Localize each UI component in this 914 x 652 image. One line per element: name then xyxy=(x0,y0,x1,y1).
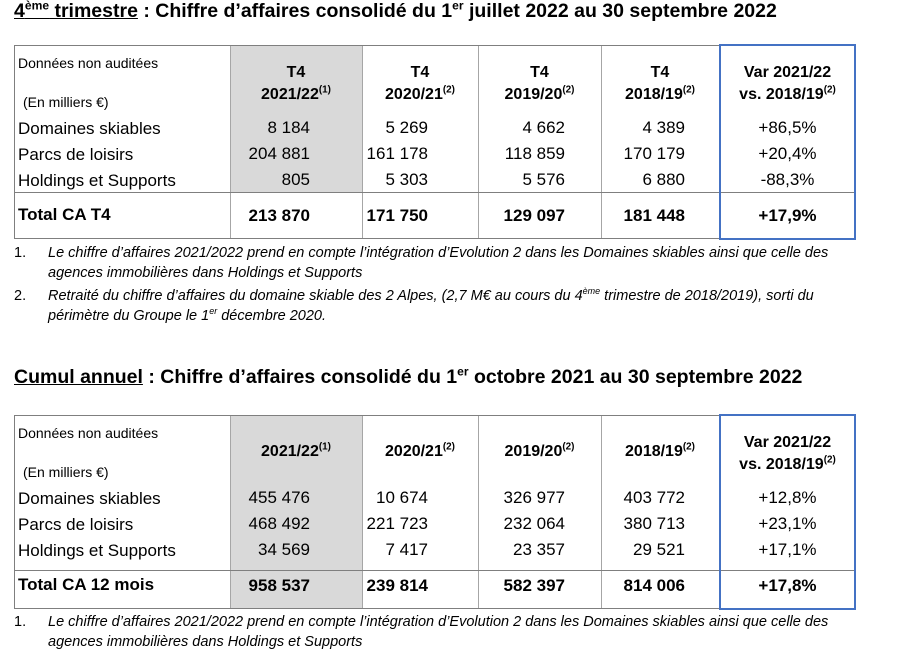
total-cell: 582 397 xyxy=(503,576,565,595)
table-cell: 204 881 xyxy=(248,144,310,163)
header-variation: Var 2021/22 vs. 2018/19(2) xyxy=(739,434,836,473)
current-year-column-shade xyxy=(230,46,362,192)
row-label-parcs-de-loisirs: Parcs de loisirs xyxy=(18,515,134,534)
table-cell: 403 772 xyxy=(623,488,685,507)
units-label: (En milliers €) xyxy=(23,94,109,110)
total-row-label: Total CA T4 xyxy=(18,205,111,224)
total-variation-cell: +17,9% xyxy=(758,206,817,225)
table-cell: 7 417 xyxy=(385,540,428,559)
table-cell: 29 521 xyxy=(633,540,685,559)
variation-cell: +17,1% xyxy=(758,540,817,559)
variation-cell: +20,4% xyxy=(758,144,817,163)
total-variation-cell: +17,8% xyxy=(758,576,817,595)
variation-cell: +12,8% xyxy=(758,488,817,507)
header-2018-19: 2018/19(2) xyxy=(625,441,695,460)
header-t4-2021-22: T4 2021/22(1) xyxy=(261,64,331,103)
unaudited-label: Données non auditées xyxy=(18,55,159,71)
table-cell: 5 303 xyxy=(385,170,428,189)
header-2020-21: 2020/21(2) xyxy=(385,441,455,460)
row-label-holdings-et-supports: Holdings et Supports xyxy=(18,171,176,190)
annual-revenue-table: Données non auditées (En milliers €) 202… xyxy=(14,414,856,610)
variation-cell: -88,3% xyxy=(760,170,815,189)
table-cell: 380 713 xyxy=(623,514,685,533)
header-t4-2019-20: T4 2019/20(2) xyxy=(504,64,575,103)
row-label-parcs-de-loisirs: Parcs de loisirs xyxy=(18,145,134,164)
table-cell: 221 723 xyxy=(366,514,428,533)
total-cell: 171 750 xyxy=(366,206,428,225)
table-cell: 455 476 xyxy=(248,488,310,507)
table-cell: 161 178 xyxy=(366,144,428,163)
table-cell: 326 977 xyxy=(503,488,565,507)
section1-title: 4ème trimestre : Chiffre d’affaires cons… xyxy=(14,0,777,22)
table-cell: 23 357 xyxy=(513,540,565,559)
footnote-annual-1: 1. Le chiffre d’affaires 2021/2022 prend… xyxy=(14,614,829,650)
table-cell: 118 859 xyxy=(504,144,565,163)
variation-column-highlight xyxy=(719,414,856,610)
variation-cell: +86,5% xyxy=(758,118,817,137)
table-cell: 5 269 xyxy=(385,118,428,137)
unaudited-label: Données non auditées xyxy=(18,425,159,441)
table-cell: 8 184 xyxy=(267,118,310,137)
header-2019-20: 2019/20(2) xyxy=(504,441,575,460)
table-cell: 10 674 xyxy=(376,488,428,507)
section2-title: Cumul annuel : Chiffre d’affaires consol… xyxy=(14,364,803,388)
total-cell: 239 814 xyxy=(366,576,428,595)
header-t4-2020-21: T4 2020/21(2) xyxy=(385,64,455,103)
table-cell: 232 064 xyxy=(503,514,565,533)
variation-column-highlight xyxy=(719,44,856,240)
table-cell: 468 492 xyxy=(248,514,310,533)
table-cell: 4 662 xyxy=(522,118,565,137)
total-cell: 129 097 xyxy=(503,206,565,225)
current-year-column-shade xyxy=(230,416,362,608)
table-cell: 5 576 xyxy=(522,170,565,189)
table-cell: 34 569 xyxy=(258,540,310,559)
header-2021-22: 2021/22(1) xyxy=(261,441,331,460)
units-label: (En milliers €) xyxy=(23,464,109,480)
variation-cell: +23,1% xyxy=(758,514,817,533)
table-cell: 805 xyxy=(281,170,310,189)
q4-revenue-table: Données non auditées (En milliers €) T4 2… xyxy=(14,44,856,240)
header-t4-2018-19: T4 2018/19(2) xyxy=(625,64,695,103)
total-cell: 814 006 xyxy=(623,576,685,595)
header-variation: Var 2021/22 vs. 2018/19(2) xyxy=(739,64,836,103)
footnote-1: 1. Le chiffre d’affaires 2021/2022 prend… xyxy=(14,245,829,281)
table-cell: 4 389 xyxy=(642,118,685,137)
total-cell: 213 870 xyxy=(248,206,310,225)
row-label-holdings-et-supports: Holdings et Supports xyxy=(18,541,176,560)
total-row-label: Total CA 12 mois xyxy=(18,575,155,594)
table-cell: 6 880 xyxy=(642,170,685,189)
total-cell: 958 537 xyxy=(248,576,310,595)
row-label-domaines-skiables: Domaines skiables xyxy=(18,489,161,508)
row-label-domaines-skiables: Domaines skiables xyxy=(18,119,161,138)
total-cell: 181 448 xyxy=(623,206,685,225)
footnote-2: 2. Retraité du chiffre d’affaires du dom… xyxy=(14,286,814,324)
table-cell: 170 179 xyxy=(623,144,685,163)
